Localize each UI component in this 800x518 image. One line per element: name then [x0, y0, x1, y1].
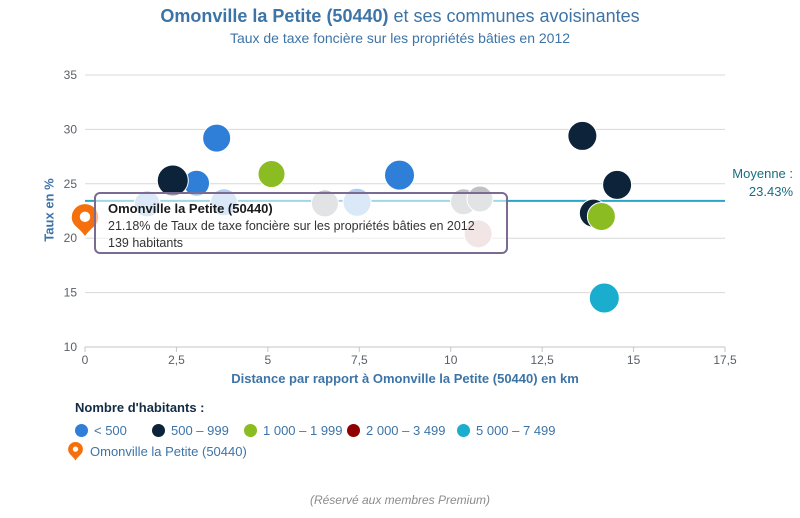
y-tick-label: 10 [64, 340, 78, 354]
legend: Nombre d'habitants : < 500 500 – 999 1 0… [68, 400, 556, 461]
legend-item-5000-7499[interactable]: 5 000 – 7 499 [457, 423, 556, 438]
legend-dot-1000-1999-icon [244, 424, 257, 437]
commune-bubble[interactable] [602, 169, 633, 200]
y-tick-label: 15 [64, 286, 78, 300]
legend-dot-5000-7499-icon [457, 424, 470, 437]
tooltip-title: Omonville la Petite (50440) [108, 201, 273, 216]
legend-item-label: 1 000 – 1 999 [263, 423, 343, 438]
omonville-pin-hole [79, 211, 91, 223]
tooltip: Omonville la Petite (50440) 21.18% de Ta… [94, 192, 508, 254]
legend-item-label: Omonville la Petite (50440) [90, 444, 247, 459]
average-label-value: 23.43% [748, 184, 793, 200]
legend-title: Nombre d'habitants : [75, 400, 205, 415]
x-tick-label: 0 [82, 353, 89, 367]
chart-header: Omonville la Petite (50440) et ses commu… [0, 6, 800, 46]
y-tick-label: 25 [64, 177, 78, 191]
x-tick-label: 2,5 [168, 353, 185, 367]
commune-bubble[interactable] [567, 120, 598, 151]
y-tick-label: 30 [64, 122, 78, 136]
x-tick-label: 5 [265, 353, 272, 367]
tooltip-rate-line: 21.18% de Taux de taxe foncière sur les … [108, 218, 475, 233]
x-tick-label: 12,5 [530, 353, 554, 367]
x-tick-label: 17,5 [713, 353, 737, 367]
y-axis-title: Taux en % [41, 178, 57, 242]
tooltip-population-line: 139 habitants [108, 235, 184, 250]
chart-title: Omonville la Petite (50440) et ses commu… [0, 6, 800, 27]
legend-marker-row: Omonville la Petite (50440) [68, 442, 556, 461]
chart-title-rest: et ses communes avoisinantes [388, 6, 640, 26]
legend-dot-500-999-icon [152, 424, 165, 437]
x-tick-label: 10 [444, 353, 458, 367]
legend-item-label: 5 000 – 7 499 [476, 423, 556, 438]
legend-dot-2000-3499-icon [347, 424, 360, 437]
chart-subtitle: Taux de taxe foncière sur les propriétés… [229, 30, 571, 46]
map-pin-icon [68, 442, 83, 461]
chart-title-commune: Omonville la Petite (50440) [160, 6, 389, 26]
average-label-text: Moyenne : [732, 166, 793, 181]
legend-item-label: < 500 [94, 423, 127, 438]
x-axis-title: Distance par rapport à Omonville la Peti… [231, 371, 579, 386]
average-line-label: Moyenne : 23.43% [690, 165, 793, 201]
commune-bubble[interactable] [586, 201, 616, 231]
y-tick-label: 35 [64, 68, 78, 82]
commune-bubble[interactable] [257, 160, 286, 189]
x-tick-label: 15 [627, 353, 641, 367]
legend-item-omonville[interactable]: Omonville la Petite (50440) [90, 444, 247, 459]
legend-item-label: 500 – 999 [171, 423, 229, 438]
premium-note: (Réservé aux membres Premium) [309, 493, 491, 507]
legend-item-lt-500[interactable]: < 500 [75, 423, 152, 438]
legend-item-2000-3499[interactable]: 2 000 – 3 499 [347, 423, 457, 438]
commune-bubble[interactable] [384, 159, 416, 191]
legend-item-500-999[interactable]: 500 – 999 [152, 423, 244, 438]
legend-item-label: 2 000 – 3 499 [366, 423, 446, 438]
legend-item-1000-1999[interactable]: 1 000 – 1 999 [244, 423, 347, 438]
y-tick-label: 20 [64, 231, 78, 245]
legend-row: < 500 500 – 999 1 000 – 1 999 2 000 – 3 … [75, 423, 556, 438]
commune-bubble[interactable] [588, 282, 620, 314]
commune-bubble[interactable] [202, 123, 232, 153]
x-tick-label: 7,5 [351, 353, 368, 367]
legend-dot-lt-500-icon [75, 424, 88, 437]
